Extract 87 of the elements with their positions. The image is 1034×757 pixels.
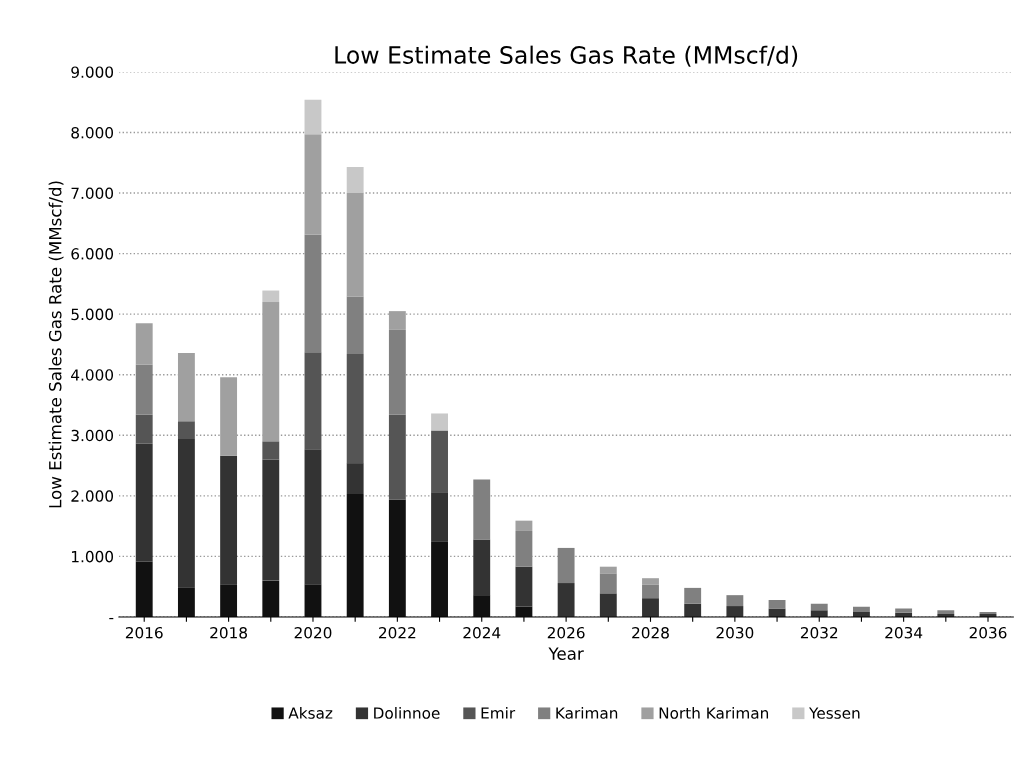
bar [810, 610, 828, 617]
y-axis-title: Low Estimate Sales Gas Rate (MMscf/d) [48, 181, 64, 508]
y-tick-label: 1.000 [71, 550, 114, 563]
bar [768, 600, 786, 609]
bar [346, 193, 364, 297]
x-tick-label: 2016 [125, 626, 163, 639]
x-tick-label: 2032 [800, 626, 838, 639]
bar [599, 593, 617, 617]
bar [515, 566, 533, 607]
bar [515, 520, 533, 531]
bar [515, 530, 533, 567]
bar [135, 414, 153, 444]
x-tick-label: 2036 [969, 626, 1007, 639]
legend-label: Emir [481, 707, 516, 719]
bar [726, 595, 744, 607]
bar [177, 421, 195, 439]
bar [473, 539, 491, 596]
bar [262, 459, 280, 581]
x-tick-label: 2018 [210, 626, 247, 639]
x-tick-label: 2020 [294, 626, 332, 639]
bar [262, 580, 280, 617]
bar [642, 578, 659, 585]
bar [346, 166, 364, 194]
bar [810, 603, 828, 611]
bar [304, 584, 322, 617]
bar [346, 494, 364, 617]
bar [388, 499, 406, 617]
bar [642, 598, 659, 617]
bar [262, 302, 280, 442]
y-tick-label: 6.000 [71, 248, 114, 260]
bar [262, 290, 280, 303]
bar [726, 606, 744, 617]
bar [684, 603, 702, 617]
bar [346, 296, 364, 355]
bar [768, 608, 786, 617]
bar [431, 492, 448, 542]
bar [135, 323, 153, 365]
bar [473, 479, 491, 540]
legend-label: Aksaz [288, 707, 333, 719]
y-tick-label: - [109, 617, 114, 620]
bar [642, 584, 659, 599]
bar [135, 561, 153, 617]
x-tick-label: 2028 [632, 626, 669, 639]
chart-title: Low Estimate Sales Gas Rate (MMscf/d) [335, 45, 798, 67]
bar [304, 99, 322, 135]
bar [220, 455, 238, 585]
y-tick-label: 4.000 [71, 369, 114, 381]
x-tick-label: 2034 [885, 626, 923, 639]
bar [135, 364, 153, 415]
bar [895, 608, 913, 613]
x-tick-label: 2026 [547, 626, 585, 639]
bar [431, 541, 448, 617]
legend-label: Yessen [809, 707, 860, 719]
legend-label: Dolinnoe [374, 707, 440, 719]
bar [599, 573, 617, 594]
bar [557, 547, 575, 584]
bar [304, 234, 322, 353]
bar [853, 606, 870, 613]
legend-label: North Kariman [659, 707, 769, 719]
y-tick-label: 5.000 [71, 308, 114, 321]
y-tick-label: 7.000 [71, 187, 114, 200]
bar [262, 441, 280, 460]
bar [388, 414, 406, 500]
y-tick-label: 2.000 [71, 490, 114, 502]
bar [684, 587, 702, 604]
y-tick-label: 8.000 [71, 126, 114, 139]
x-axis-title: Year [548, 647, 584, 660]
bar [388, 329, 406, 415]
bar [304, 449, 322, 585]
x-tick-label: 2022 [379, 626, 416, 639]
legend-label: Kariman [556, 707, 618, 719]
x-tick-label: 2024 [463, 626, 501, 639]
bar [346, 463, 364, 495]
y-tick-label: 3.000 [71, 429, 114, 442]
bar [431, 413, 448, 431]
bar [599, 566, 617, 574]
x-tick-label: 2030 [716, 626, 754, 639]
bar [304, 352, 322, 450]
bar [346, 354, 364, 464]
bar [557, 583, 575, 617]
bar [177, 587, 195, 617]
y-tick-label: 9.000 [71, 66, 114, 78]
bar [177, 438, 195, 588]
bar [135, 443, 153, 562]
bar [220, 584, 238, 617]
bar [431, 430, 448, 493]
bar [473, 595, 491, 617]
